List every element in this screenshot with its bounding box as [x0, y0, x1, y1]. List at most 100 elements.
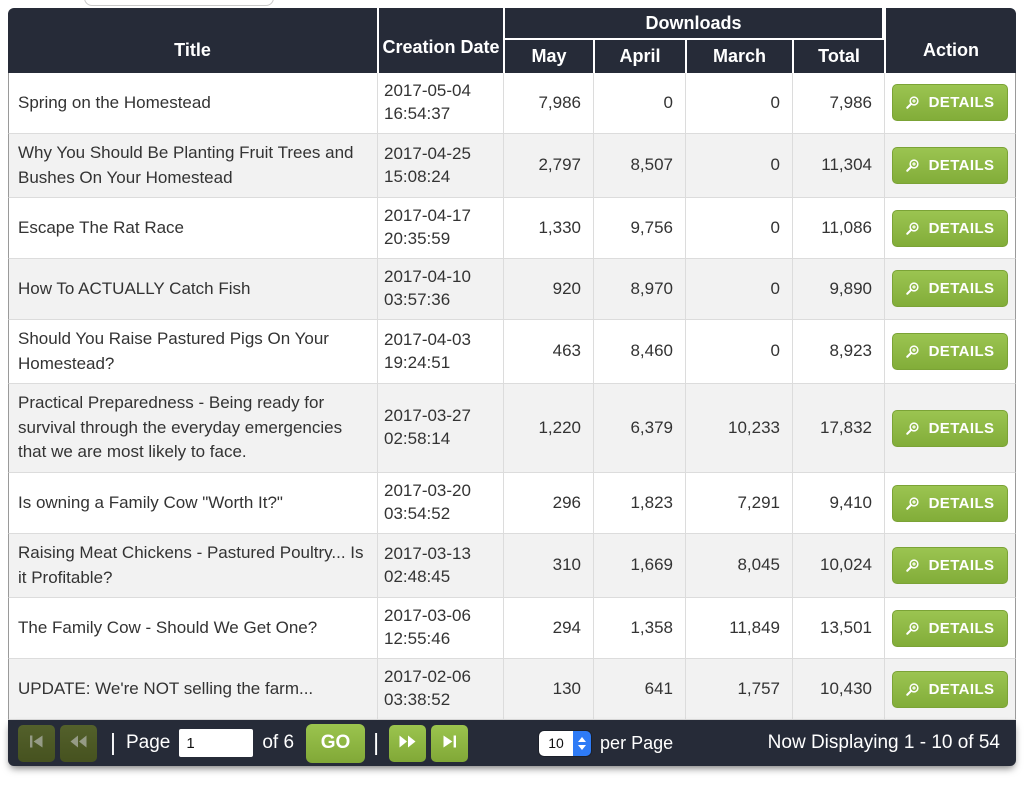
episode-title-cell: Why You Should Be Planting Fruit Trees a…	[8, 133, 377, 199]
details-button[interactable]: DETAILS	[891, 409, 1009, 447]
downloads-may-cell: 463	[503, 319, 593, 385]
pager-separator: |	[110, 728, 116, 755]
details-button-label: DETAILS	[928, 94, 995, 112]
details-button-label: DETAILS	[928, 557, 995, 575]
details-button-label: DETAILS	[928, 219, 995, 237]
downloads-may-cell: 130	[503, 659, 593, 721]
details-button[interactable]: DETAILS	[891, 609, 1009, 647]
downloads-total-cell: 10,024	[792, 533, 885, 599]
action-cell: DETAILS	[884, 73, 1017, 134]
details-button-label: DETAILS	[928, 280, 995, 298]
creation-date-cell: 2017-04-03 19:24:51	[377, 319, 503, 385]
next-page-icon	[399, 735, 416, 751]
creation-date-cell: 2017-04-10 03:57:36	[377, 259, 503, 320]
search-plus-icon	[905, 281, 920, 296]
downloads-april-cell: 8,460	[593, 319, 685, 385]
downloads-april-cell: 8,970	[593, 259, 685, 320]
creation-date-cell: 2017-03-13 02:48:45	[377, 533, 503, 599]
downloads-april-cell: 1,669	[593, 533, 685, 599]
downloads-march-cell: 8,045	[685, 533, 792, 599]
episode-title-cell: How To ACTUALLY Catch Fish	[8, 259, 377, 320]
details-button[interactable]: DETAILS	[891, 484, 1009, 522]
downloads-total-cell: 8,923	[792, 319, 885, 385]
last-page-icon	[442, 735, 457, 751]
pager-separator: |	[373, 728, 380, 755]
table-row: The Family Cow - Should We Get One? 2017-…	[8, 598, 1017, 660]
episode-title-cell: Spring on the Homestead	[8, 73, 377, 134]
creation-date-cell: 2017-03-27 02:58:14	[377, 384, 503, 474]
action-cell: DETAILS	[884, 198, 1017, 260]
downloads-total-cell: 13,501	[792, 598, 885, 660]
downloads-total-cell: 11,086	[792, 198, 885, 260]
details-button[interactable]: DETAILS	[891, 209, 1009, 247]
table-row: Raising Meat Chickens - Pastured Poultry…	[8, 533, 1017, 599]
search-input[interactable]	[84, 0, 274, 6]
prev-page-button[interactable]	[60, 724, 97, 762]
table-body: Spring on the Homestead 2017-05-04 16:54:…	[8, 73, 1017, 721]
downloads-march-cell: 0	[685, 198, 792, 260]
downloads-may-cell: 7,986	[503, 73, 593, 134]
column-header-creation-date: Creation Date	[377, 8, 503, 73]
action-cell: DETAILS	[884, 598, 1017, 660]
column-header-april: April	[593, 40, 685, 73]
downloads-may-cell: 296	[503, 473, 593, 534]
column-header-action: Action	[884, 8, 1017, 73]
details-button-label: DETAILS	[928, 680, 995, 698]
table-row: How To ACTUALLY Catch Fish 2017-04-10 03:…	[8, 259, 1017, 320]
go-button[interactable]: GO	[306, 723, 366, 763]
table-row: Why You Should Be Planting Fruit Trees a…	[8, 133, 1017, 199]
creation-date-cell: 2017-03-20 03:54:52	[377, 473, 503, 534]
downloads-total-cell: 10,430	[792, 659, 885, 721]
search-plus-icon	[905, 221, 920, 236]
downloads-total-cell: 9,890	[792, 259, 885, 320]
action-cell: DETAILS	[884, 659, 1017, 721]
details-button[interactable]: DETAILS	[891, 333, 1009, 371]
downloads-may-cell: 2,797	[503, 133, 593, 199]
details-button[interactable]: DETAILS	[891, 270, 1009, 308]
details-button-label: DETAILS	[928, 157, 995, 175]
downloads-may-cell: 310	[503, 533, 593, 599]
episode-title-cell: Should You Raise Pastured Pigs On Your H…	[8, 319, 377, 385]
per-page-select[interactable]: 10	[539, 730, 592, 756]
creation-date-cell: 2017-04-17 20:35:59	[377, 198, 503, 260]
table-row: Is owning a Family Cow "Worth It?" 2017-0…	[8, 473, 1017, 534]
select-stepper-icon	[573, 730, 592, 756]
column-header-total: Total	[792, 40, 885, 73]
downloads-total-cell: 7,986	[792, 73, 885, 134]
episode-title-cell: Is owning a Family Cow "Worth It?"	[8, 473, 377, 534]
downloads-april-cell: 1,823	[593, 473, 685, 534]
table-header: Title Creation Date Downloads Action May…	[8, 8, 1017, 73]
details-button[interactable]: DETAILS	[891, 547, 1009, 585]
page-count-label: of 6	[262, 732, 295, 754]
last-page-button[interactable]	[431, 724, 469, 762]
action-cell: DETAILS	[884, 533, 1017, 599]
search-plus-icon	[905, 158, 920, 173]
first-page-icon	[29, 735, 44, 751]
search-plus-icon	[905, 682, 920, 697]
prev-page-icon	[70, 735, 87, 751]
downloads-april-cell: 9,756	[593, 198, 685, 260]
downloads-march-cell: 0	[685, 133, 792, 199]
table-row: UPDATE: We're NOT selling the farm... 201…	[8, 659, 1017, 721]
first-page-button[interactable]	[18, 724, 55, 762]
downloads-march-cell: 11,849	[685, 598, 792, 660]
next-page-button[interactable]	[389, 724, 427, 762]
details-button[interactable]: DETAILS	[891, 84, 1009, 122]
details-button[interactable]: DETAILS	[891, 147, 1009, 185]
downloads-may-cell: 1,330	[503, 198, 593, 260]
details-button-label: DETAILS	[928, 494, 995, 512]
action-cell: DETAILS	[884, 319, 1017, 385]
downloads-may-cell: 294	[503, 598, 593, 660]
creation-date-cell: 2017-04-25 15:08:24	[377, 133, 503, 199]
downloads-march-cell: 0	[685, 73, 792, 134]
creation-date-cell: 2017-02-06 03:38:52	[377, 659, 503, 721]
search-plus-icon	[905, 344, 920, 359]
downloads-total-cell: 9,410	[792, 473, 885, 534]
action-cell: DETAILS	[884, 384, 1017, 474]
downloads-march-cell: 0	[685, 319, 792, 385]
details-button[interactable]: DETAILS	[891, 670, 1009, 708]
downloads-may-cell: 1,220	[503, 384, 593, 474]
downloads-march-cell: 1,757	[685, 659, 792, 721]
page-number-input[interactable]	[179, 729, 254, 758]
column-header-march: March	[685, 40, 792, 73]
